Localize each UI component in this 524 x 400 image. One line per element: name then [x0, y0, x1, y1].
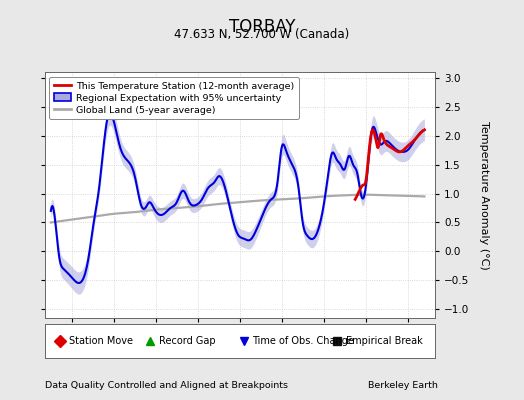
Text: Empirical Break: Empirical Break — [346, 336, 423, 346]
Text: Station Move: Station Move — [69, 336, 133, 346]
Text: 47.633 N, 52.700 W (Canada): 47.633 N, 52.700 W (Canada) — [174, 28, 350, 41]
Y-axis label: Temperature Anomaly (°C): Temperature Anomaly (°C) — [478, 121, 489, 269]
Text: Data Quality Controlled and Aligned at Breakpoints: Data Quality Controlled and Aligned at B… — [45, 381, 288, 390]
Text: Berkeley Earth: Berkeley Earth — [368, 381, 438, 390]
Text: Record Gap: Record Gap — [159, 336, 215, 346]
Text: TORBAY: TORBAY — [229, 18, 295, 36]
Text: Time of Obs. Change: Time of Obs. Change — [252, 336, 354, 346]
Legend: This Temperature Station (12-month average), Regional Expectation with 95% uncer: This Temperature Station (12-month avera… — [49, 77, 299, 119]
